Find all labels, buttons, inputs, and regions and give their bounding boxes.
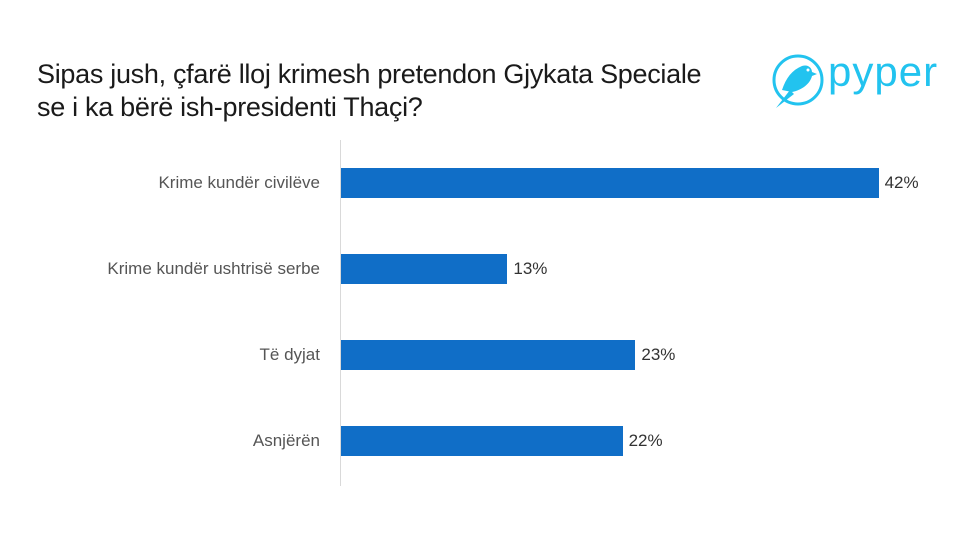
value-label: 22% [628,431,663,450]
bar [341,340,636,370]
bar [341,168,879,198]
bar [341,254,508,284]
value-label: 42% [884,173,919,192]
bar [341,426,623,456]
chart-title: Sipas jush, çfarë lloj krimesh pretendon… [37,59,702,122]
category-label: Të dyjat [259,345,320,364]
category-label: Krime kundër ushtrisë serbe [107,259,320,278]
bird-in-circle-icon [772,54,824,108]
category-label: Krime kundër civilëve [158,173,320,192]
pyper-logo: pyper [768,48,968,112]
logo-text: pyper [828,48,939,95]
y-axis-line [340,140,341,486]
value-label: 23% [641,345,676,364]
value-label: 13% [513,259,548,278]
category-label: Asnjërën [252,431,320,450]
